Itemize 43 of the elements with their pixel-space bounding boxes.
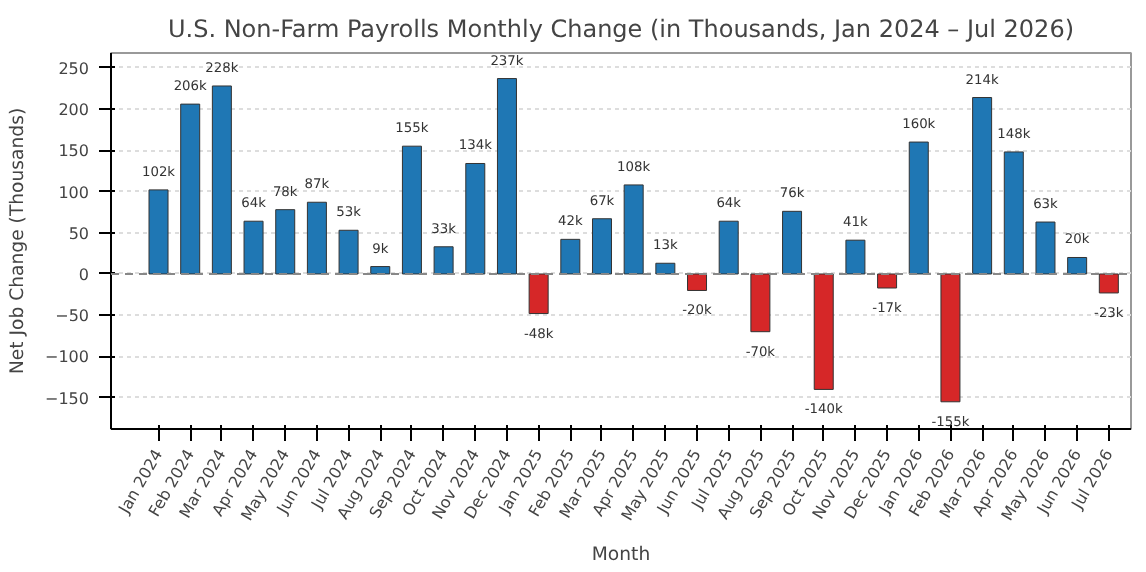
y-tick-label: 100	[58, 183, 90, 202]
bar	[528, 273, 549, 315]
y-axis-title: Net Job Change (Thousands)	[7, 107, 30, 375]
chart-title: U.S. Non-Farm Payrolls Monthly Change (in Thousands, Jan 2024 – Jul 2026)	[167, 15, 1075, 43]
bar	[243, 220, 264, 275]
bar	[591, 218, 612, 275]
x-axis-title: Month	[591, 544, 651, 567]
bar	[401, 145, 422, 275]
bar	[718, 220, 739, 275]
bar	[750, 273, 771, 333]
y-tick-label: 50	[68, 224, 90, 243]
bar	[940, 273, 961, 403]
y-tick-label: 0	[78, 265, 90, 284]
bar	[275, 209, 296, 275]
bar	[560, 238, 581, 275]
bar	[908, 141, 929, 275]
bar	[496, 78, 517, 275]
bar	[1035, 221, 1056, 275]
y-tick-label: 250	[58, 59, 90, 78]
bar	[813, 273, 834, 390]
bar	[623, 184, 644, 275]
y-tick-label: 150	[58, 142, 90, 161]
y-tick-label: −150	[45, 389, 90, 408]
bar	[180, 103, 201, 275]
bar	[211, 85, 232, 275]
bar	[306, 201, 327, 275]
y-tick-label: −100	[45, 348, 90, 367]
bar	[338, 229, 359, 275]
bar	[1067, 256, 1088, 275]
bar	[433, 246, 454, 275]
bar	[782, 210, 803, 275]
bar	[687, 273, 708, 291]
bar	[465, 162, 486, 275]
y-tick-label: −50	[55, 307, 90, 326]
bar	[1098, 273, 1119, 294]
bar	[1003, 151, 1024, 275]
bar	[655, 262, 676, 275]
y-tick-label: 200	[58, 101, 90, 120]
bar	[845, 239, 866, 275]
bar	[370, 266, 391, 275]
bar	[148, 189, 169, 275]
bar	[877, 273, 898, 289]
bar	[972, 97, 993, 275]
